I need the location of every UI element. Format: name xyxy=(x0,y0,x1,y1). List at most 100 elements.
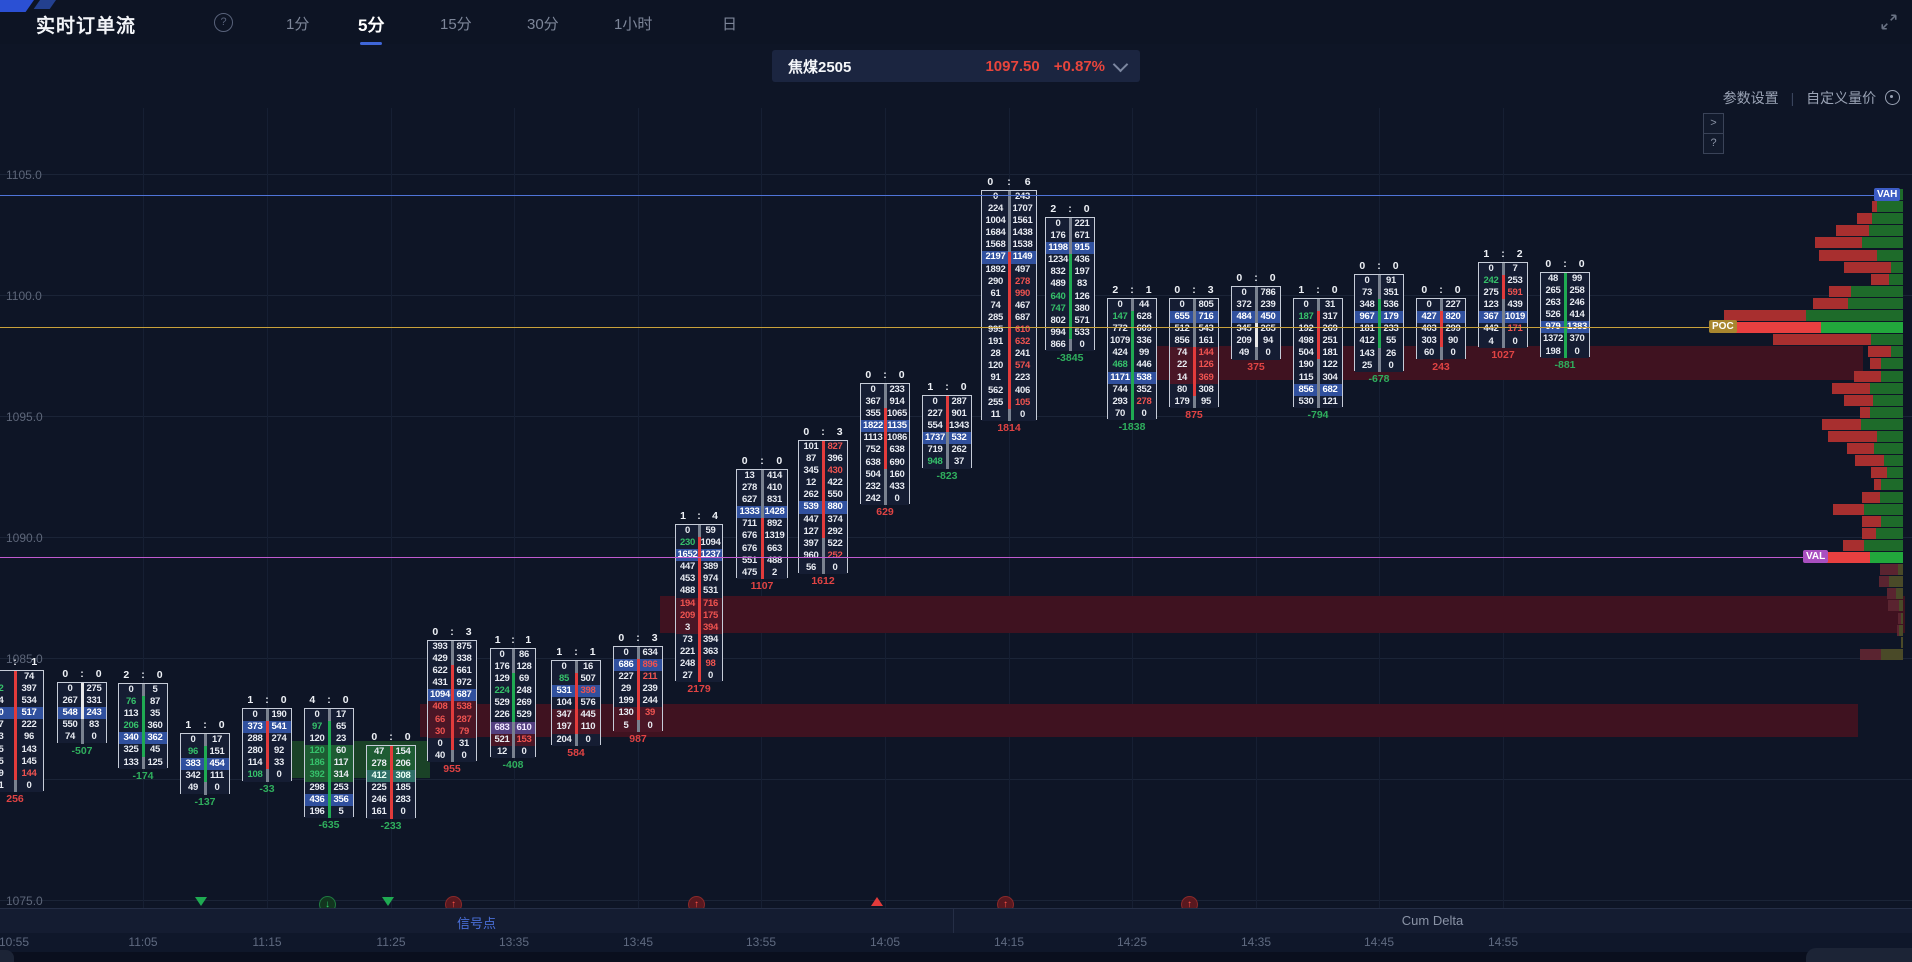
footprint-box: 47 154 278 206 412 308 225 185 246 283 161 0 xyxy=(366,745,416,819)
delta-header: 0:0 xyxy=(741,455,783,467)
price-row: 96 151 xyxy=(181,746,229,759)
val-line xyxy=(0,557,1803,558)
price-row: 7 222 xyxy=(0,719,43,732)
x-axis-label: 11:25 xyxy=(376,935,406,949)
bid-volume: 29 xyxy=(614,683,638,696)
sell-volume-segment xyxy=(1897,624,1899,636)
ask-volume: 531 xyxy=(699,585,722,598)
bid-volume: 436 xyxy=(305,793,329,806)
bid-volume: 73 xyxy=(1355,287,1379,300)
ask-volume: 914 xyxy=(885,396,909,409)
bid-volume: 348 xyxy=(1355,299,1379,312)
ask-volume: 269 xyxy=(513,697,535,710)
volume-profile-bar xyxy=(1879,576,1903,588)
column-divider xyxy=(945,396,949,469)
tab-1小时[interactable]: 1小时 xyxy=(614,16,653,33)
buy-volume-segment xyxy=(1870,552,1903,563)
candle-wick xyxy=(1192,347,1196,396)
delta-header: 0:3 xyxy=(618,632,658,644)
settings-button[interactable]: 参数设置 xyxy=(1722,90,1779,106)
bid-volume: 1 xyxy=(0,779,15,792)
price-row: 143 26 xyxy=(1355,347,1403,360)
ask-volume: 206 xyxy=(391,758,415,771)
ask-volume: 2 xyxy=(762,566,787,579)
bid-volume: 192 xyxy=(1294,323,1318,336)
ask-volume: 398 xyxy=(576,685,600,698)
ask-volume: 0 xyxy=(1379,359,1403,372)
tab-30分[interactable]: 30分 xyxy=(527,16,559,33)
buy-volume-segment xyxy=(1889,273,1903,285)
price-row: 255 105 xyxy=(982,396,1036,409)
ask-volume: 430 xyxy=(823,465,847,478)
ask-volume: 79 xyxy=(452,725,476,738)
sell-volume-segment xyxy=(1871,467,1887,479)
tab-日[interactable]: 日 xyxy=(722,16,738,33)
price-row: 224 1707 xyxy=(982,203,1036,216)
ask-volume: 126 xyxy=(1070,290,1094,303)
bid-volume: 1372 xyxy=(1541,333,1565,346)
bid-volume: 1079 xyxy=(1108,335,1132,348)
bid-volume: 345 xyxy=(1232,323,1256,336)
y-axis-label: 1095.0 xyxy=(6,410,43,424)
v-gridline xyxy=(143,108,144,908)
bid-volume: 133 xyxy=(119,756,143,769)
ask-volume: 122 xyxy=(1318,359,1342,372)
ask-volume: 370 xyxy=(1565,333,1589,346)
v-gridline xyxy=(638,108,639,908)
side-button->[interactable]: > xyxy=(1703,113,1724,134)
footprint-box: 0 44 147 628 772 609 1079 336 424 99 468 446 1171 538… xyxy=(1107,298,1157,420)
price-row: 348 536 xyxy=(1355,299,1403,312)
ask-volume: 820 xyxy=(1441,311,1465,324)
bid-volume: 246 xyxy=(367,794,391,807)
tab-5分[interactable]: 5分 xyxy=(358,11,384,45)
bid-volume: 5 xyxy=(0,755,15,768)
price-row: 526 414 xyxy=(1541,309,1589,322)
price-row: 529 269 xyxy=(491,697,535,710)
ask-volume: 538 xyxy=(1132,371,1156,384)
sell-volume-segment xyxy=(1860,406,1870,418)
ask-volume: 45 xyxy=(143,744,167,757)
footprint-column-14:45: 0:0 0 91 73 351 348 536 967 179 181 233 412 55 143 26 2… xyxy=(1354,260,1404,385)
bid-volume: 1171 xyxy=(1108,371,1132,384)
bid-volume: 108 xyxy=(243,769,267,782)
bid-volume xyxy=(0,671,15,684)
volume-profile-bar xyxy=(1815,237,1903,249)
bid-volume: 267 xyxy=(58,695,82,708)
contract-selector[interactable]: 焦煤2505 1097.50 +0.87% xyxy=(772,50,1140,82)
ask-volume: 0 xyxy=(576,733,600,746)
tab-1分[interactable]: 1分 xyxy=(286,16,310,33)
price-row: 539 880 xyxy=(799,501,847,514)
price-row: 226 529 xyxy=(491,709,535,722)
bid-volume: 204 xyxy=(552,733,576,746)
bid-volume: 56 xyxy=(799,561,823,575)
delta-header: 1:4 xyxy=(680,510,718,522)
volume-profile-bar xyxy=(1724,310,1903,321)
price-row: 267 331 xyxy=(58,695,106,708)
v-gridline xyxy=(1256,108,1257,908)
help-icon[interactable]: ? xyxy=(214,13,233,32)
bid-volume: 265 xyxy=(1541,285,1565,298)
footprint-box: 0 786 372 239 484 450 345 265 209 94 49 0 xyxy=(1231,286,1281,360)
fullscreen-icon[interactable] xyxy=(1880,13,1898,31)
signal-pane-label[interactable]: 信号点 xyxy=(456,916,496,931)
settings-gear-icon[interactable] xyxy=(1885,90,1900,105)
price-row: 772 609 xyxy=(1108,323,1156,336)
candle-wick xyxy=(265,721,269,770)
bid-volume: 373 xyxy=(243,721,267,734)
time-axis[interactable]: 10:55 11:05 11:15 11:25 13:35 13:45 13:55 14:05… xyxy=(0,933,1912,952)
footprint-box: 393 875 429 338 622 661 431 972 1094 687 408 538 66 2… xyxy=(427,640,477,762)
ask-volume: 175 xyxy=(699,609,722,622)
price-row: 325 45 xyxy=(119,744,167,757)
tab-15分[interactable]: 15分 xyxy=(440,16,472,33)
x-axis-label: 10:55 xyxy=(0,935,30,949)
ask-volume: 1538 xyxy=(1009,239,1036,252)
ask-volume: 896 xyxy=(638,659,662,672)
bid-volume: 176 xyxy=(491,661,513,674)
ask-volume: 716 xyxy=(699,597,722,610)
price-row: 1094 687 xyxy=(428,689,476,702)
price-row: 488 531 xyxy=(676,585,722,598)
side-button-?[interactable]: ? xyxy=(1703,133,1724,154)
custom-volume-price-button[interactable]: 自定义量价 xyxy=(1806,90,1877,106)
bid-volume: 186 xyxy=(305,757,329,770)
price-row: 56 0 xyxy=(799,561,847,575)
